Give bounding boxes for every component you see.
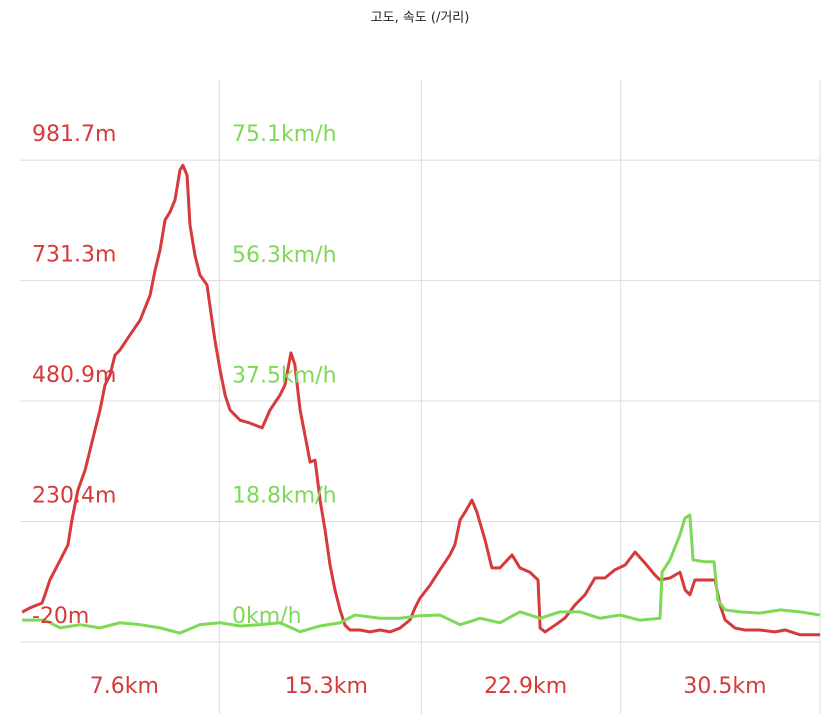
line-series [21, 163, 820, 637]
x-tick-label: 15.3km [285, 674, 368, 699]
line-series [22, 513, 821, 635]
y-tick-label: -20m [32, 604, 89, 629]
y2-tick-label: 37.5km/h [232, 363, 337, 388]
y-tick-label: 480.9m [32, 363, 116, 388]
x-tick-label: 30.5km [683, 674, 766, 699]
y2-tick-label: 56.3km/h [232, 243, 337, 268]
x-tick-label: 7.6km [90, 674, 159, 699]
y-tick-label: 981.7m [32, 122, 116, 147]
y-tick-label: 230.4m [32, 484, 116, 509]
y2-tick-label: 0km/h [232, 604, 302, 629]
y2-tick-label: 18.8km/h [232, 483, 337, 508]
y2-tick-label: 75.1km/h [232, 122, 337, 147]
y-tick-label: 731.3m [32, 243, 116, 268]
chart-title: 고도, 속도 (/거리) [371, 11, 470, 26]
x-tick-label: 22.9km [484, 674, 567, 699]
